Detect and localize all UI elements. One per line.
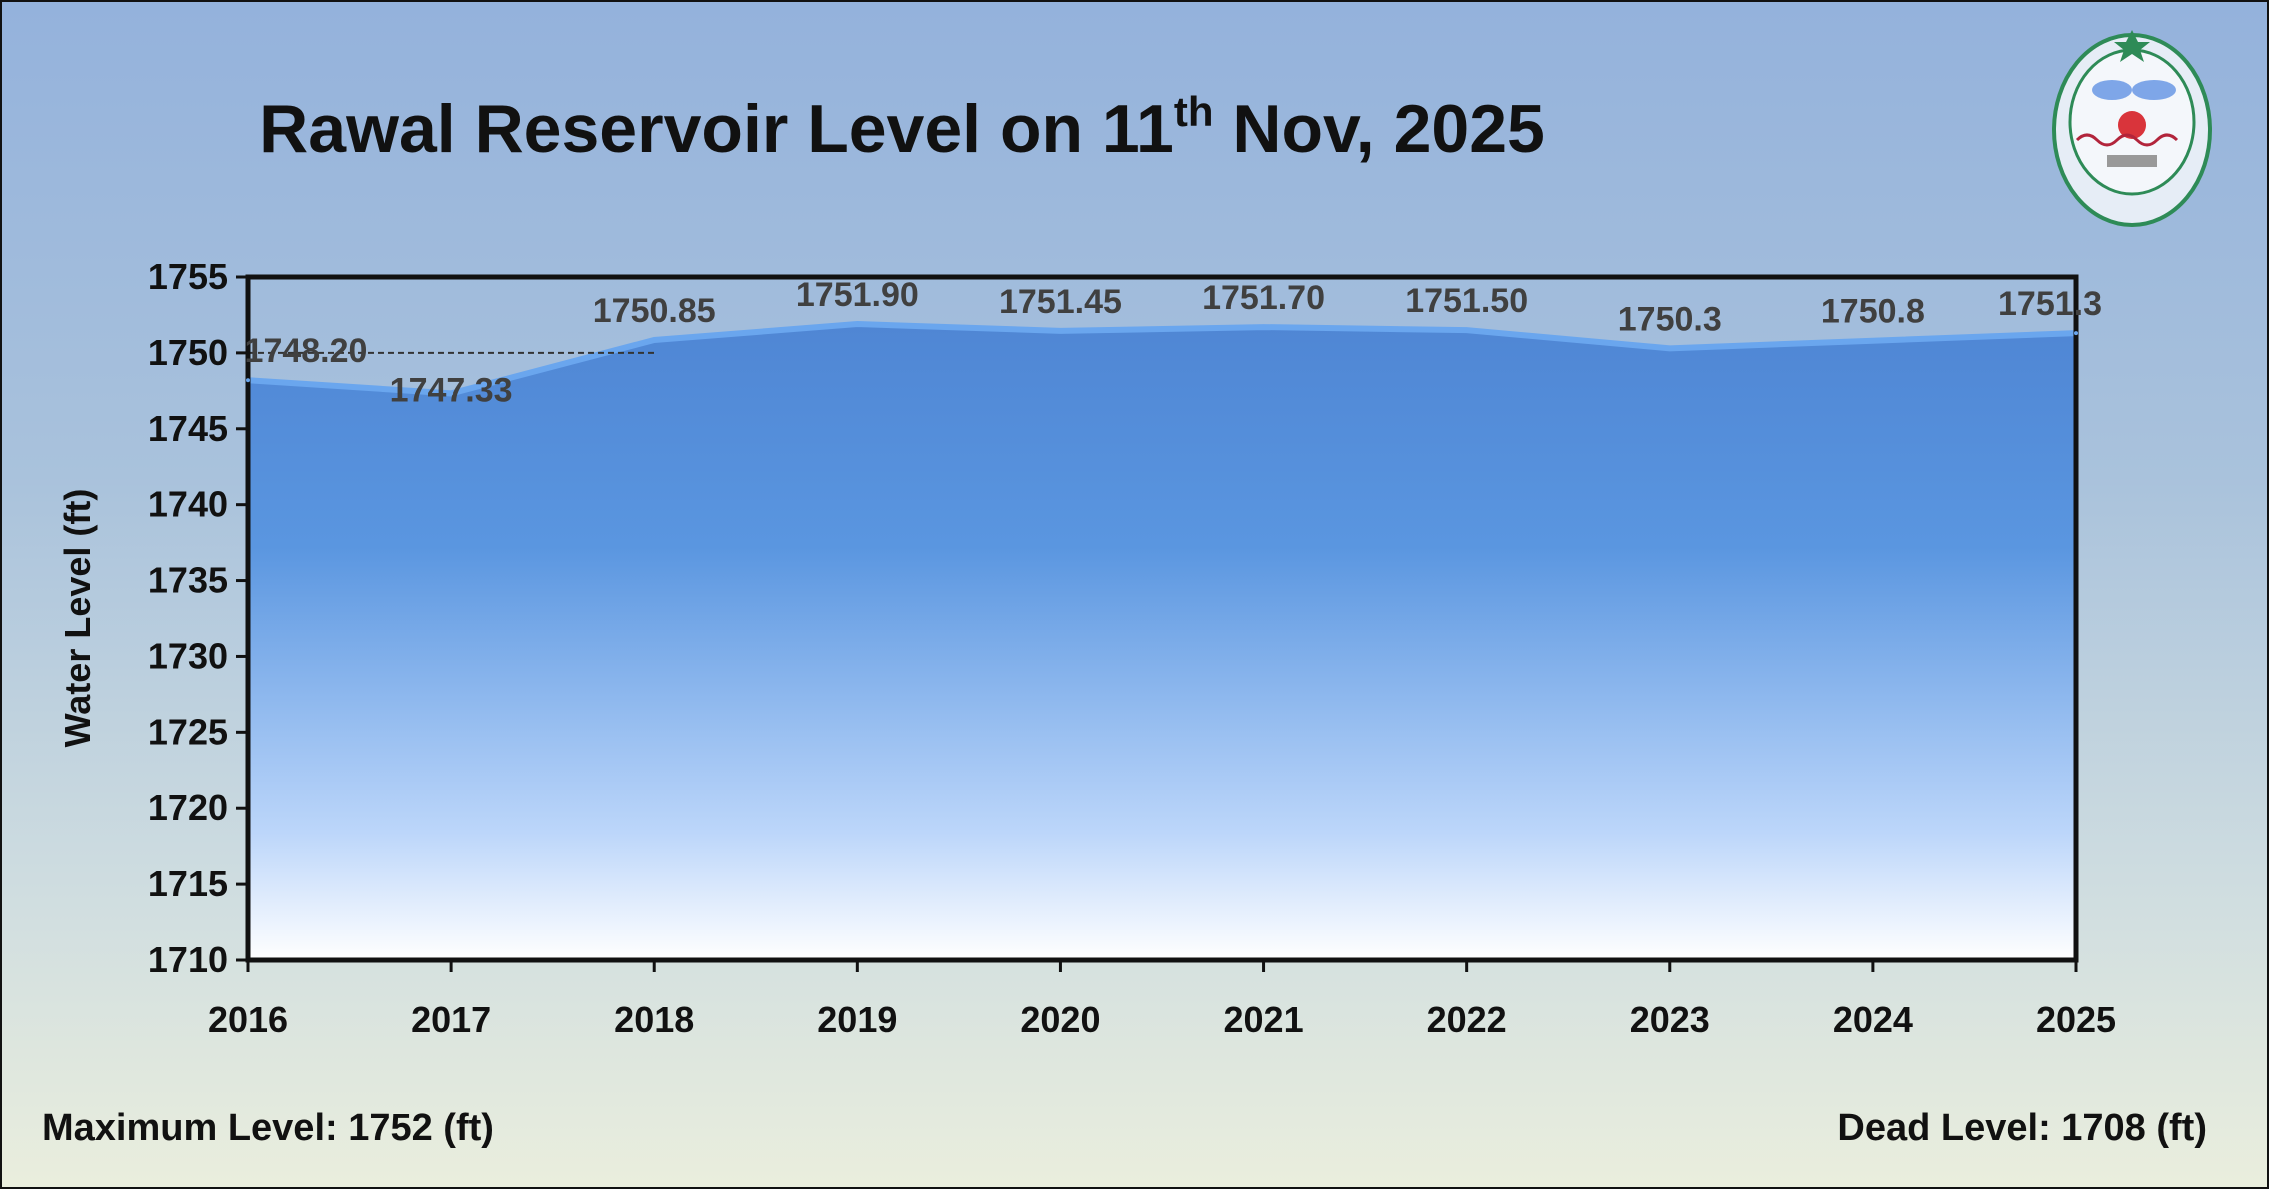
data-label: 1751.90 — [796, 276, 919, 314]
dead-level: Dead Level: 1708 (ft) — [1837, 1107, 2207, 1149]
maximum-level: Maximum Level: 1752 (ft) — [42, 1107, 494, 1149]
data-point — [1058, 328, 1063, 333]
data-label: 1748.20 — [245, 332, 368, 370]
y-tick-label: 1730 — [148, 635, 228, 676]
area-fill — [248, 324, 2076, 960]
data-label: 1751.70 — [1202, 279, 1325, 317]
x-tick-label: 2019 — [817, 999, 897, 1040]
y-tick-label: 1755 — [148, 256, 228, 297]
y-tick-label: 1735 — [148, 560, 228, 601]
x-tick-label: 2016 — [208, 999, 288, 1040]
data-label: 1747.33 — [390, 371, 513, 409]
data-point — [652, 337, 657, 342]
data-label: 1750.3 — [1618, 300, 1722, 338]
x-tick-label: 2020 — [1020, 999, 1100, 1040]
data-label: 1750.8 — [1821, 293, 1925, 331]
plot-border — [245, 274, 2079, 963]
y-tick-label: 1720 — [148, 787, 228, 828]
y-tick-label: 1725 — [148, 711, 228, 752]
data-point — [855, 322, 860, 327]
x-tick-label: 2025 — [2036, 999, 2116, 1040]
data-label: 1751.3 — [1998, 285, 2102, 323]
x-tick-label: 2021 — [1224, 999, 1304, 1040]
data-point — [1870, 338, 1875, 343]
data-label: 1751.45 — [999, 283, 1122, 321]
data-point — [1464, 328, 1469, 333]
x-tick-label: 2024 — [1833, 999, 1913, 1040]
data-point — [1261, 325, 1266, 330]
data-point — [449, 391, 454, 396]
y-tick-label: 1740 — [148, 484, 228, 525]
y-axis-label: Water Level (ft) — [57, 489, 98, 748]
data-label: 1750.85 — [593, 292, 716, 330]
y-tick-label: 1715 — [148, 863, 228, 904]
x-tick-label: 2022 — [1427, 999, 1507, 1040]
series-line — [247, 321, 2077, 397]
y-tick-label: 1710 — [148, 939, 228, 980]
data-label: 1751.50 — [1405, 282, 1528, 320]
x-tick-label: 2018 — [614, 999, 694, 1040]
x-tick-label: 2023 — [1630, 999, 1710, 1040]
data-point — [246, 378, 250, 383]
data-point — [2074, 331, 2078, 336]
y-tick-label: 1750 — [148, 332, 228, 373]
data-point — [1667, 346, 1672, 351]
pmd-logo — [2052, 30, 2212, 227]
y-tick-label: 1745 — [148, 408, 228, 449]
x-tick-label: 2017 — [411, 999, 491, 1040]
chart-title: Rawal Reservoir Level on 11th Nov, 2025 — [259, 88, 1545, 167]
